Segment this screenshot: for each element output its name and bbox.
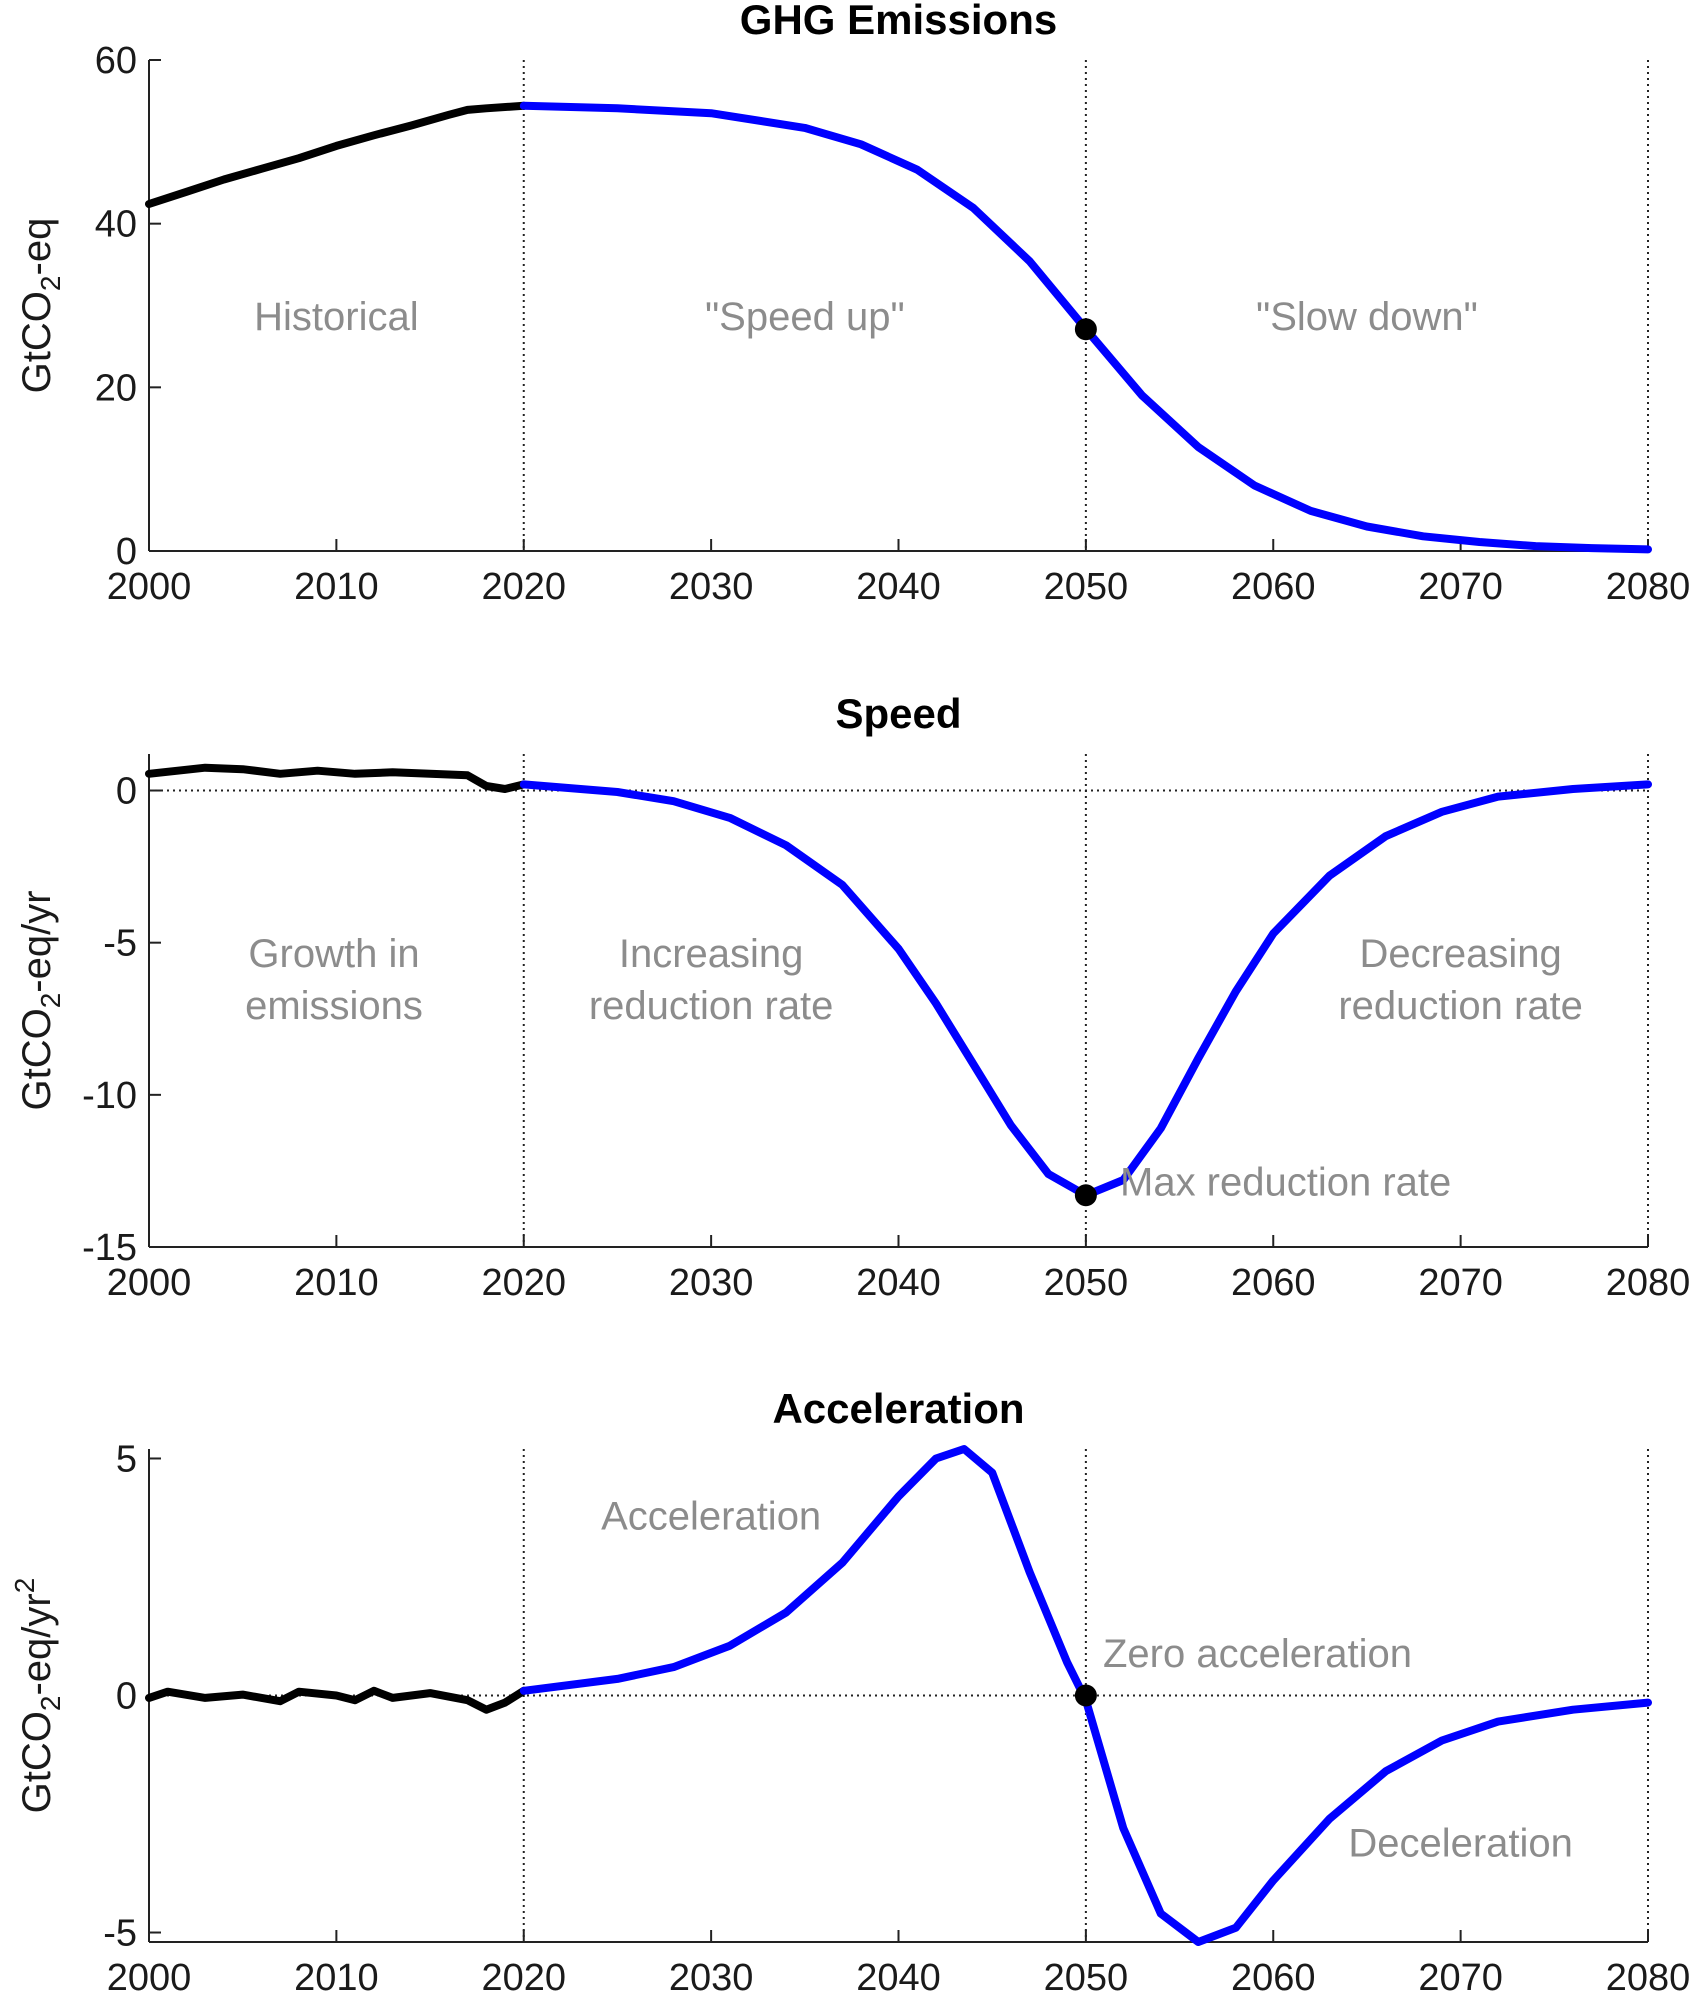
- x-tick-label: 2010: [294, 1957, 379, 1999]
- x-tick-label: 2080: [1606, 1957, 1691, 1999]
- y-tick-label: 0: [116, 531, 137, 573]
- region-annotation-line: Historical: [254, 295, 418, 339]
- x-tick-label: 2010: [294, 1262, 379, 1304]
- region-annotation-line: Increasing: [619, 932, 804, 976]
- y-tick-label: -10: [82, 1075, 137, 1117]
- x-tick-label: 2080: [1606, 1262, 1691, 1304]
- region-annotation-line: "Slow down": [1256, 295, 1478, 339]
- y-axis-label-subscript: 2: [35, 1696, 66, 1712]
- x-tick-label: 2020: [481, 1957, 566, 1999]
- region-annotation: Zero acceleration: [1103, 1632, 1412, 1676]
- x-tick-label: 2040: [856, 1957, 941, 1999]
- region-annotation: "Speed up": [705, 295, 905, 339]
- x-tick-label: 2030: [669, 1957, 754, 1999]
- region-annotation-line: reduction rate: [589, 984, 834, 1028]
- region-annotation-line: Decreasing: [1359, 932, 1561, 976]
- y-tick-label: 60: [95, 40, 137, 82]
- region-annotation: Decreasing reduction rate: [1338, 932, 1583, 1028]
- x-tick-label: 2020: [481, 1262, 566, 1304]
- chart-title: GHG Emissions: [740, 0, 1057, 43]
- y-tick-label: -5: [103, 1913, 137, 1955]
- y-axis-label-rest: -eq/yr: [15, 1593, 59, 1695]
- historical-series-line: [145, 101, 528, 208]
- region-annotation: Max reduction rate: [1120, 1160, 1451, 1204]
- y-tick-label: 0: [116, 1676, 137, 1718]
- x-tick-label: 2040: [856, 1262, 941, 1304]
- x-tick-label: 2000: [107, 1957, 192, 1999]
- y-tick-label: 40: [95, 204, 137, 246]
- region-annotation-line: Acceleration: [601, 1495, 821, 1539]
- x-tick-label: 2050: [1044, 566, 1129, 608]
- historical-series-line: [145, 763, 528, 793]
- y-axis-label-main: GtCO: [15, 1711, 59, 1813]
- x-tick-label: 2060: [1231, 1957, 1316, 1999]
- y-axis-label-subscript: 2: [35, 276, 66, 292]
- y-tick-label: 5: [116, 1438, 137, 1480]
- x-tick-label: 2000: [107, 1262, 192, 1304]
- y-axis-label-subscript: 2: [35, 993, 66, 1009]
- region-annotation-line: "Speed up": [705, 295, 905, 339]
- region-annotation: "Slow down": [1256, 295, 1478, 339]
- x-tick-label: 2020: [481, 566, 566, 608]
- x-tick-label: 2070: [1418, 566, 1503, 608]
- region-annotation: Deceleration: [1348, 1822, 1573, 1866]
- chart-title: Speed: [835, 690, 961, 737]
- x-tick-label: 2010: [294, 566, 379, 608]
- y-axis-label: GtCO2-eq: [15, 218, 66, 394]
- x-tick-label: 2030: [669, 566, 754, 608]
- x-tick-label: 2080: [1606, 566, 1691, 608]
- projection-series-line: [519, 1445, 1652, 1946]
- region-annotation: Historical: [254, 295, 418, 339]
- projection-series-line: [519, 101, 1652, 554]
- region-annotation-line: reduction rate: [1338, 984, 1583, 1028]
- region-annotation-line: Deceleration: [1348, 1822, 1573, 1866]
- x-tick-label: 2060: [1231, 566, 1316, 608]
- x-tick-label: 2060: [1231, 1262, 1316, 1304]
- y-axis-label-main: GtCO: [15, 1008, 59, 1110]
- panel-speed: Speed 2000 2010 2020 2030 2040 2050 2060 2070 208…: [15, 690, 1690, 1304]
- x-tick-label: 2050: [1044, 1957, 1129, 1999]
- inflection-point-marker: [1074, 1184, 1097, 1207]
- x-tick-label: 2030: [669, 1262, 754, 1304]
- x-tick-label: 2070: [1418, 1262, 1503, 1304]
- inflection-point-marker: [1074, 1684, 1097, 1707]
- x-tick-label: 2000: [107, 566, 192, 608]
- region-annotation-line: Max reduction rate: [1120, 1160, 1451, 1204]
- region-annotation: Growth in emissions: [245, 932, 423, 1028]
- y-axis-label-superscript: 2: [9, 1578, 40, 1594]
- y-tick-label: 20: [95, 367, 137, 409]
- region-annotation-line: Zero acceleration: [1103, 1632, 1412, 1676]
- x-tick-label: 2040: [856, 566, 941, 608]
- x-tick-label: 2050: [1044, 1262, 1129, 1304]
- y-axis-label-rest: -eq: [15, 218, 59, 276]
- y-tick-label: -5: [103, 923, 137, 965]
- y-axis-label: GtCO2-eq/yr2: [9, 1578, 66, 1814]
- region-annotation: Increasing reduction rate: [589, 932, 834, 1028]
- y-tick-label: -15: [82, 1227, 137, 1269]
- region-annotation-line: Growth in: [248, 932, 419, 976]
- chart-title: Acceleration: [772, 1385, 1024, 1432]
- y-axis-label-rest: -eq/yr: [15, 890, 59, 992]
- y-tick-label: 0: [116, 771, 137, 813]
- panel-acceleration: Acceleration 2000 2010 2020 2030 2040 2050 2060…: [9, 1385, 1690, 1999]
- inflection-point-marker: [1074, 318, 1097, 341]
- y-axis-label-main: GtCO: [15, 291, 59, 393]
- y-axis-label: GtCO2-eq/yr: [15, 890, 66, 1110]
- x-tick-label: 2070: [1418, 1957, 1503, 1999]
- historical-series-line: [145, 1686, 528, 1714]
- region-annotation: Acceleration: [601, 1495, 821, 1539]
- region-annotation-line: emissions: [245, 984, 423, 1028]
